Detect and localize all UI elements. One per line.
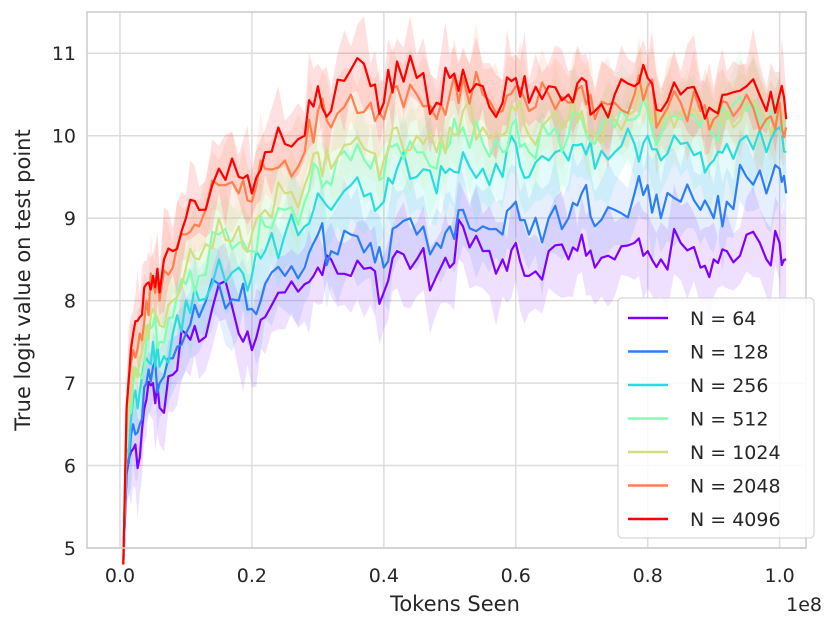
legend-label: N = 4096 (690, 509, 781, 531)
x-tick-labels: 0.0 0.2 0.4 0.6 0.8 1.0 (105, 565, 795, 587)
series-line (122, 87, 787, 565)
legend-label: N = 512 (690, 409, 768, 431)
x-tick-label: 1.0 (765, 565, 795, 587)
series-line (122, 163, 788, 565)
y-tick-label: 9 (64, 208, 76, 230)
legend-items: N = 64 N = 128 N = 256 N = 512 N = 1024 N = 2… (628, 308, 781, 531)
y-tick-labels: 5 6 7 8 9 10 11 (52, 43, 76, 560)
series-line (122, 70, 788, 565)
series-line (122, 126, 787, 565)
y-axis-label: True logit value on test point (11, 129, 35, 431)
confidence-band (123, 15, 787, 569)
confidence-band (123, 91, 787, 569)
x-tick-label: 0.0 (105, 565, 135, 587)
series-line (122, 95, 788, 565)
legend-label: N = 128 (690, 342, 768, 364)
confidence-band (123, 42, 787, 569)
confidence-band (123, 117, 787, 569)
x-tick-label: 0.4 (369, 565, 399, 587)
x-axis-offset: 1e8 (786, 594, 822, 616)
series-lines (122, 54, 788, 565)
legend-label: N = 64 (690, 308, 756, 330)
confidence-band (123, 180, 787, 569)
confidence-band (123, 47, 787, 569)
series-line (122, 54, 788, 565)
confidence-bands (123, 15, 787, 569)
x-tick-label: 0.6 (501, 565, 531, 587)
y-tick-label: 11 (52, 43, 76, 65)
legend-label: N = 1024 (690, 442, 781, 464)
confidence-band (123, 22, 787, 569)
legend-label: N = 2048 (690, 476, 781, 498)
x-tick-label: 0.2 (237, 565, 267, 587)
x-axis-label: Tokens Seen (389, 592, 520, 616)
plot-frame (86, 11, 807, 549)
legend-label: N = 256 (690, 375, 768, 397)
x-tick-label: 0.8 (633, 565, 663, 587)
legend: N = 64 N = 128 N = 256 N = 512 N = 1024 N = 2… (617, 297, 815, 539)
y-tick-label: 5 (64, 538, 76, 560)
legend-box (617, 297, 815, 539)
y-tick-label: 6 (64, 456, 76, 478)
y-tick-label: 10 (52, 126, 76, 148)
y-tick-label: 7 (64, 373, 76, 395)
y-tick-label: 8 (64, 291, 76, 313)
